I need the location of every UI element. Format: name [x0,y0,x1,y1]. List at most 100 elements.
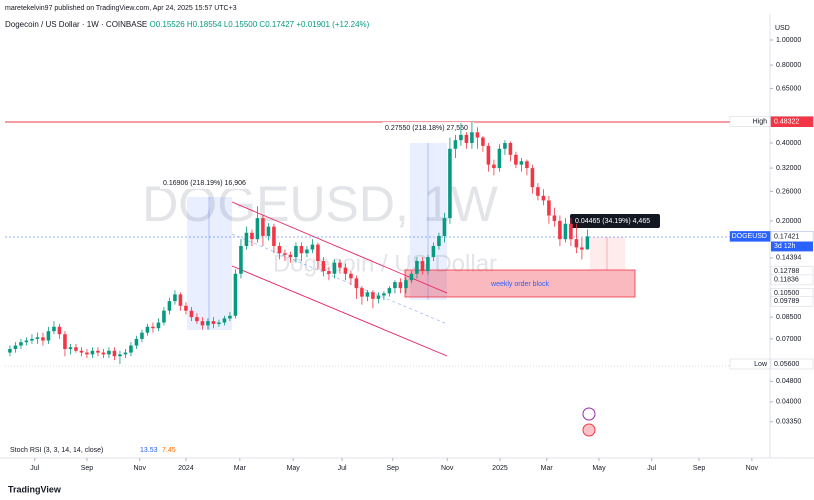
measure-box [590,237,625,270]
y-tick-label: 0.07000 [776,336,801,343]
candle-body [459,134,463,141]
ohlc: H0.18554 [186,20,222,29]
price-label-box [770,116,814,128]
candle-body [46,331,51,341]
annotation-box [382,122,474,134]
candle-body [382,293,386,296]
candle-body [332,262,337,274]
candle-body [145,326,150,333]
price-tag-box [729,116,771,127]
candle-body [530,168,535,188]
candle-body [272,226,276,246]
candle-body [112,350,117,357]
candle-body [134,338,139,346]
candle-body [492,164,496,169]
measure-box [410,143,447,300]
price-sub-box [771,241,813,252]
candle-body [156,322,161,329]
candle-body [327,271,331,274]
channel-mid [231,233,448,325]
candle-body [415,261,419,274]
candle-body [261,218,265,236]
candle-body [585,236,590,250]
watermark-name: Dogecoin / US Dollar [273,250,497,277]
candle-body [503,142,507,149]
x-tick-label: Nov [746,465,759,472]
candle-body [217,322,221,324]
candle-body [558,220,562,240]
candle-body [398,282,403,289]
candle-body [52,326,56,332]
candle-body [250,232,254,240]
price-tag: Low [754,361,768,368]
candle-body [195,317,199,322]
candle-body [206,321,210,326]
candle-body [30,338,34,341]
candle-body [365,292,370,297]
candle-body [13,345,18,349]
y-tick-label: 0.65000 [776,85,801,92]
candle-body [321,261,326,272]
candle-body [57,326,62,335]
ohlc: C0.17427 [259,20,295,29]
news-icons [582,407,596,437]
candle-body [24,340,29,343]
candle-body [464,134,469,143]
x-tick-label: May [592,465,606,472]
candle-body [184,305,188,311]
candle-body [354,278,359,289]
candle-body [475,132,480,138]
candle-body [580,247,584,250]
order-block [404,269,636,298]
indicator-k: 13.53 [140,447,158,454]
candle-body [35,337,40,339]
candle-body [118,354,122,357]
candle-body [239,245,243,274]
y-tick-label: 0.40000 [776,140,801,147]
candle-body [129,345,133,353]
y-tick-label: 0.26000 [776,188,801,195]
candle-body [437,235,441,246]
candle-body [266,226,271,236]
x-tick-label: Jul [647,465,656,472]
candle-body [288,254,293,258]
symbol: Dogecoin / US Dollar · 1W · COINBASE [5,20,148,29]
candle-body [431,245,436,258]
x-tick-label: Sep [386,465,399,472]
candle-body [453,140,458,149]
candle-body [349,273,353,279]
candle-body [123,352,128,355]
candle-body [74,347,78,351]
candle-body [569,223,573,240]
ohlc: O0.15526 [149,20,185,29]
candle-body [167,301,172,311]
indicator-d: 7.45 [162,447,176,454]
ohlc: L0.15500 [223,20,258,29]
x-tick-label: Nov [441,465,454,472]
price-label-box [770,274,814,286]
candle-body [360,288,364,297]
candle-body [552,215,557,221]
candle-body [277,245,282,254]
measure-box [187,197,232,330]
candle-body [393,282,397,289]
indicator-label: Stoch RSI (3, 3, 14, 14, close) [10,447,103,454]
price-tag: High [753,118,768,125]
price-label: 0.17421 [774,233,799,240]
currency-label: USD [775,25,790,32]
candle-body [41,337,45,341]
x-tick-label: Mar [541,465,554,472]
candle-body [508,142,513,155]
price-tag: DOGEUSD [732,233,767,240]
candle-body [63,334,67,349]
candle-body [514,154,518,165]
candle-body [173,294,177,302]
price-label: 0.05600 [774,361,799,368]
candle-body [283,253,287,255]
candle-body [376,295,381,299]
x-tick-label: Jul [30,465,39,472]
channel-lower [231,265,448,357]
annotation: 0.27550 (218.18%) 27,550 [385,125,468,132]
